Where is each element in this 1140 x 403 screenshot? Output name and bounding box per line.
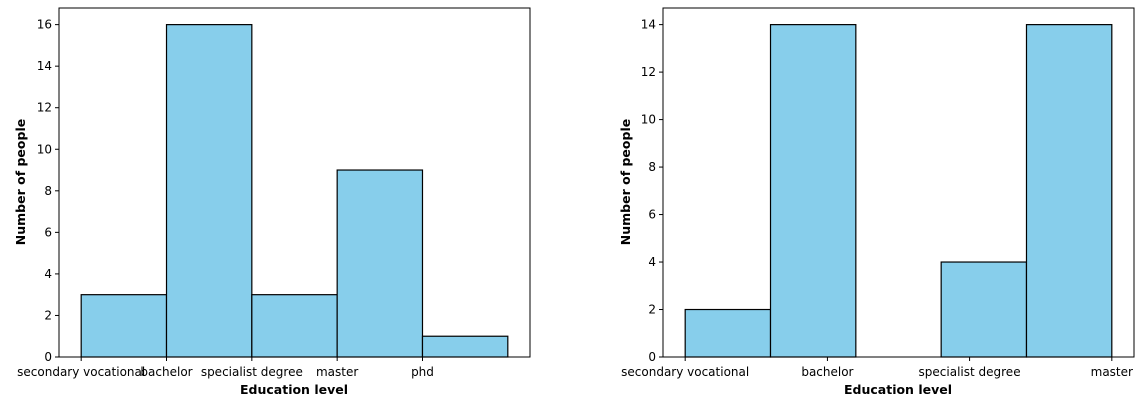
chart-left: Number of people Education level 0 2 4 6 8 10… bbox=[13, 7, 531, 397]
bar bbox=[80, 294, 168, 358]
y-tick-label: 6 bbox=[44, 225, 52, 239]
y-tick-label: 16 bbox=[37, 18, 52, 32]
y-axis-title: Number of people bbox=[618, 119, 633, 245]
y-tick-label: 14 bbox=[37, 59, 52, 73]
x-tick-label: master bbox=[316, 365, 358, 379]
y-tick-label: 12 bbox=[641, 65, 656, 79]
plot-frame bbox=[662, 7, 1135, 358]
x-tick-label: specialist degree bbox=[919, 365, 1021, 379]
bar bbox=[251, 294, 338, 358]
bar bbox=[1025, 24, 1113, 358]
x-tick-label: specialist degree bbox=[201, 365, 303, 379]
y-tick-label: 10 bbox=[641, 113, 656, 127]
y-tick-label: 12 bbox=[37, 101, 52, 115]
y-tick-label: 2 bbox=[648, 303, 656, 317]
bar bbox=[684, 308, 772, 358]
x-tick-label: phd bbox=[411, 365, 434, 379]
y-tick-label: 4 bbox=[648, 255, 656, 269]
x-tick-label: secondary vocational bbox=[621, 365, 749, 379]
y-tick-label: 0 bbox=[44, 350, 52, 364]
y-tick-label: 6 bbox=[648, 208, 656, 222]
y-tick-label: 10 bbox=[37, 142, 52, 156]
y-tick-label: 2 bbox=[44, 308, 52, 322]
y-tick-label: 4 bbox=[44, 267, 52, 281]
y-tick-label: 8 bbox=[44, 184, 52, 198]
bar bbox=[769, 24, 857, 358]
y-axis-title: Number of people bbox=[13, 119, 28, 245]
y-tick-label: 0 bbox=[648, 350, 656, 364]
plot-frame bbox=[58, 7, 531, 358]
x-tick-label: bachelor bbox=[140, 365, 192, 379]
x-tick-label: bachelor bbox=[801, 365, 853, 379]
x-axis-title: Education level bbox=[844, 382, 952, 397]
bar bbox=[165, 24, 253, 358]
bar bbox=[940, 261, 1028, 358]
chart-right: Number of people Education level 0 2 4 6 8 10… bbox=[618, 7, 1135, 397]
y-tick-label: 14 bbox=[641, 18, 656, 32]
bar bbox=[336, 169, 424, 358]
y-axis-title-left: Number of people bbox=[13, 119, 28, 245]
y-axis-title-right: Number of people bbox=[618, 119, 633, 245]
x-axis-title: Education level bbox=[240, 382, 348, 397]
y-tick-label: 8 bbox=[648, 160, 656, 174]
x-tick-label: master bbox=[1091, 365, 1133, 379]
bar bbox=[421, 335, 509, 358]
x-tick-label: secondary vocational bbox=[17, 365, 145, 379]
